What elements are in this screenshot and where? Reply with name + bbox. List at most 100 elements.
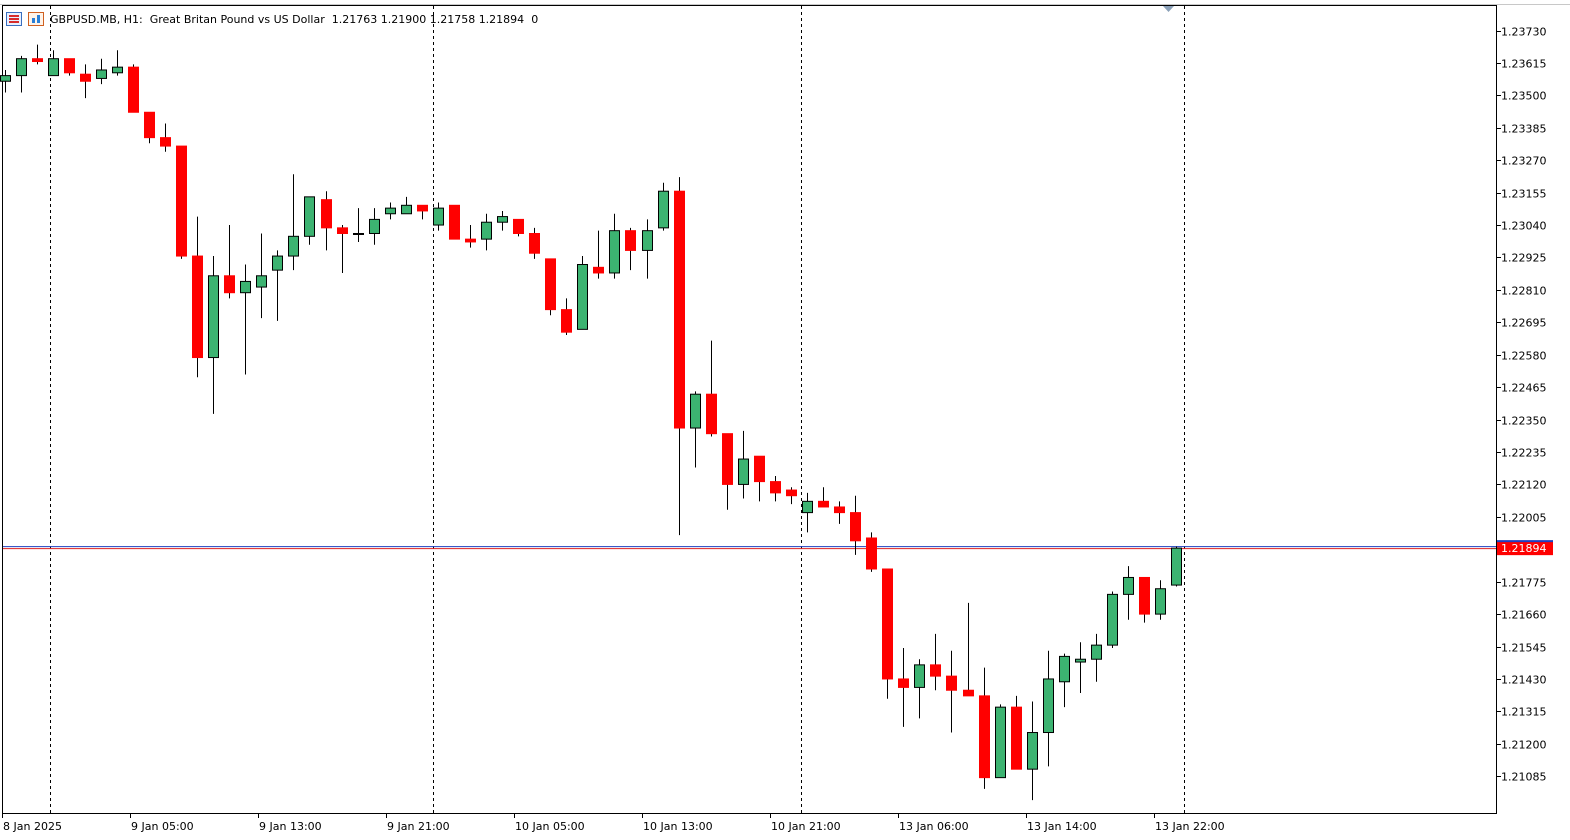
bull-candle[interactable]: [1155, 588, 1166, 615]
bear-candle[interactable]: [144, 111, 155, 139]
bear-candle[interactable]: [561, 309, 572, 333]
bull-candle[interactable]: [401, 204, 412, 215]
price-tick-label: 1.23500: [1501, 90, 1547, 103]
bear-candle[interactable]: [417, 204, 428, 212]
bear-candle[interactable]: [850, 512, 861, 542]
price-tick-label: 1.21660: [1501, 609, 1547, 622]
bull-candle[interactable]: [1043, 678, 1054, 734]
bull-candle[interactable]: [1171, 547, 1182, 586]
price-tick-label: 1.21775: [1501, 577, 1547, 590]
price-tick-label: 1.22005: [1501, 512, 1547, 525]
bear-candle[interactable]: [160, 137, 171, 147]
bull-candle[interactable]: [1091, 644, 1102, 660]
bear-candle[interactable]: [64, 58, 75, 74]
bull-candle[interactable]: [690, 393, 701, 429]
bull-candle[interactable]: [353, 232, 364, 235]
bull-candle[interactable]: [272, 255, 283, 271]
bull-candle[interactable]: [1075, 658, 1086, 663]
price-tick-label: 1.21200: [1501, 739, 1547, 752]
bull-candle[interactable]: [802, 500, 813, 514]
chart-title: GBPUSD.MB, H1: Great Britan Pound vs US …: [50, 13, 538, 26]
chart-shift-marker[interactable]: [1163, 6, 1174, 12]
bear-candle[interactable]: [224, 275, 235, 294]
bull-candle[interactable]: [0, 75, 11, 82]
bear-candle[interactable]: [706, 393, 717, 435]
bull-candle[interactable]: [112, 66, 123, 74]
price-tick-label: 1.22235: [1501, 447, 1547, 460]
bull-candle[interactable]: [48, 58, 59, 77]
bear-candle[interactable]: [529, 232, 540, 254]
price-tick-label: 1.23155: [1501, 188, 1547, 201]
bull-candle[interactable]: [1059, 655, 1070, 683]
bull-candle[interactable]: [738, 458, 749, 485]
bull-candle[interactable]: [288, 235, 299, 257]
bull-candle[interactable]: [256, 275, 267, 288]
bull-candle[interactable]: [1027, 732, 1038, 770]
price-tick-label: 1.22350: [1501, 415, 1547, 428]
bull-candle[interactable]: [433, 207, 444, 226]
bear-candle[interactable]: [754, 455, 765, 483]
bear-candle[interactable]: [898, 678, 909, 688]
bull-candle[interactable]: [914, 664, 925, 688]
price-tick-label: 1.23385: [1501, 123, 1547, 136]
bear-candle[interactable]: [866, 537, 877, 570]
bear-candle[interactable]: [834, 506, 845, 514]
bear-candle[interactable]: [818, 500, 829, 508]
bear-candle[interactable]: [1139, 576, 1150, 615]
bear-candle[interactable]: [930, 664, 941, 677]
price-tick-label: 1.21430: [1501, 674, 1547, 687]
ohlc-values: 1.21763 1.21900 1.21758 1.21894: [331, 12, 525, 26]
list-icon[interactable]: [6, 12, 22, 26]
bear-candle[interactable]: [722, 433, 733, 485]
time-tick-label: 9 Jan 05:00: [131, 820, 194, 833]
bear-candle[interactable]: [593, 266, 604, 274]
chart-icon[interactable]: [28, 12, 44, 26]
bear-candle[interactable]: [770, 481, 781, 494]
bear-candle[interactable]: [449, 204, 460, 240]
current-price-label-bg: [1497, 541, 1553, 556]
bull-candle[interactable]: [240, 280, 251, 294]
bull-candle[interactable]: [369, 218, 380, 234]
bull-candle[interactable]: [481, 221, 492, 240]
time-tick-label: 10 Jan 05:00: [515, 820, 585, 833]
bear-candle[interactable]: [128, 66, 139, 113]
bear-candle[interactable]: [337, 227, 348, 234]
bull-candle[interactable]: [1123, 576, 1134, 595]
bear-candle[interactable]: [979, 695, 990, 779]
bear-candle[interactable]: [963, 689, 974, 697]
price-tick-label: 1.23040: [1501, 220, 1547, 233]
bear-candle[interactable]: [545, 258, 556, 311]
bear-candle[interactable]: [465, 238, 476, 243]
bear-candle[interactable]: [674, 190, 685, 429]
bull-candle[interactable]: [304, 196, 315, 237]
bull-candle[interactable]: [609, 230, 620, 274]
bull-candle[interactable]: [96, 69, 107, 79]
bear-candle[interactable]: [882, 568, 893, 680]
price-tick-label: 1.22465: [1501, 382, 1547, 395]
bear-candle[interactable]: [80, 73, 91, 82]
bear-candle[interactable]: [321, 199, 332, 229]
bull-candle[interactable]: [16, 58, 27, 77]
price-tick-label: 1.22580: [1501, 350, 1547, 363]
bear-candle[interactable]: [625, 230, 636, 251]
bull-candle[interactable]: [658, 190, 669, 229]
bull-candle[interactable]: [642, 230, 653, 251]
bear-candle[interactable]: [786, 489, 797, 497]
bear-candle[interactable]: [192, 255, 203, 359]
bull-candle[interactable]: [1107, 593, 1118, 646]
bull-candle[interactable]: [497, 216, 508, 223]
price-tick-label: 1.23270: [1501, 155, 1547, 168]
bull-candle[interactable]: [208, 275, 219, 359]
bull-candle[interactable]: [385, 207, 396, 215]
bear-candle[interactable]: [1011, 706, 1022, 770]
bear-candle[interactable]: [513, 218, 524, 234]
bear-candle[interactable]: [32, 58, 43, 63]
bull-candle[interactable]: [577, 264, 588, 330]
bear-candle[interactable]: [176, 145, 187, 257]
price-tick-label: 1.22120: [1501, 479, 1547, 492]
chart-header: GBPUSD.MB, H1: Great Britan Pound vs US …: [6, 10, 538, 28]
bear-candle[interactable]: [946, 675, 957, 691]
bull-candle[interactable]: [995, 706, 1006, 779]
